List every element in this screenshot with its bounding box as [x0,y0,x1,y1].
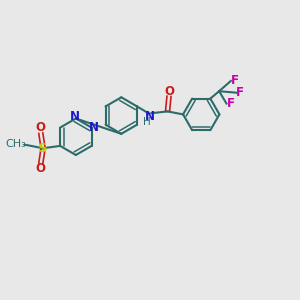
Text: F: F [226,97,235,110]
Text: O: O [36,162,46,175]
Text: CH₃: CH₃ [5,139,26,148]
Text: O: O [164,85,174,98]
Text: S: S [38,142,48,155]
Text: O: O [36,121,46,134]
Text: N: N [88,121,99,134]
Text: H: H [142,117,150,127]
Text: F: F [236,86,244,99]
Text: N: N [70,110,80,123]
Text: N: N [145,110,155,123]
Text: F: F [231,74,239,87]
